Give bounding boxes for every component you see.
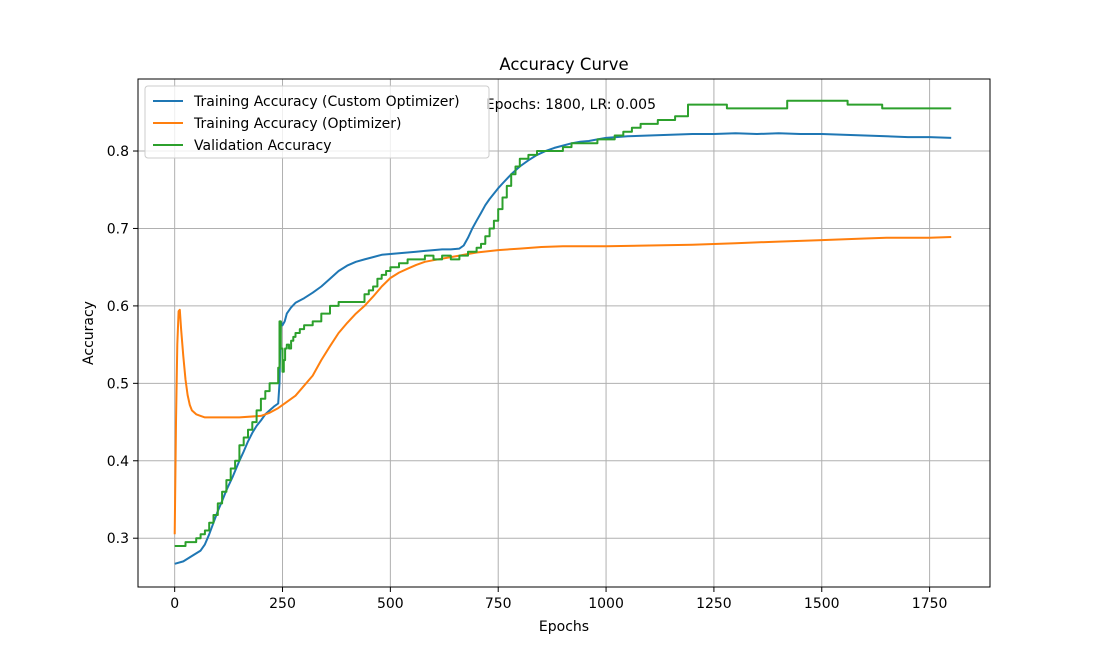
axis-ticks: 0 250 500 750 1000 1250 1500 1750 0.3 0.4 0.5 0.6 0.… [107, 144, 948, 612]
y-tick-label: 0.7 [107, 221, 129, 237]
x-tick-label: 1250 [696, 596, 732, 612]
plot-frame [137, 78, 991, 588]
chart-annotation: Epochs: 1800, LR: 0.005 [486, 97, 656, 113]
y-tick-label: 0.3 [107, 531, 129, 547]
legend-label-2: Training Accuracy (Optimizer) [193, 116, 402, 132]
x-tick-label: 250 [269, 596, 296, 612]
grid-lines [138, 79, 990, 587]
y-tick-label: 0.4 [107, 454, 129, 470]
x-tick-label: 500 [377, 596, 404, 612]
x-tick-label: 1750 [912, 596, 948, 612]
legend: Training Accuracy (Custom Optimizer) Trai… [144, 85, 490, 159]
series-line-2 [173, 236, 952, 535]
y-tick-label: 0.5 [107, 376, 129, 392]
x-tick-label: 1500 [804, 596, 840, 612]
x-axis-label: Epochs [539, 619, 589, 635]
y-axis-label: Accuracy [81, 301, 97, 365]
y-tick-label: 0.6 [107, 299, 129, 315]
legend-label-3: Validation Accuracy [194, 138, 332, 154]
chart-title: Accuracy Curve [499, 55, 628, 74]
series-line-1 [174, 132, 952, 565]
x-tick-label: 1000 [588, 596, 624, 612]
y-tick-label: 0.8 [107, 144, 129, 160]
x-tick-label: 0 [170, 596, 179, 612]
series-lines [173, 99, 952, 565]
x-tick-label: 750 [485, 596, 512, 612]
legend-label-1: Training Accuracy (Custom Optimizer) [193, 94, 460, 110]
series-line-3 [174, 99, 952, 547]
legend-box [144, 85, 490, 159]
